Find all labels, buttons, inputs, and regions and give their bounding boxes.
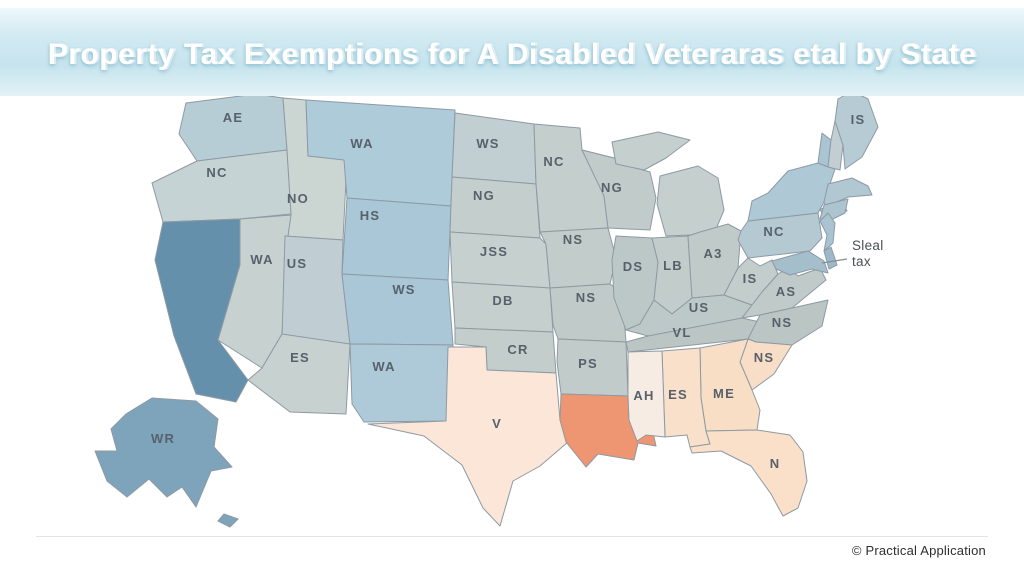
state-label-alaska: WR — [151, 431, 175, 446]
state-florida — [689, 429, 808, 517]
state-label-nevada: WA — [250, 252, 273, 267]
state-wyoming — [341, 197, 452, 281]
state-label-iowa: NS — [563, 232, 583, 247]
state-label-missouri: NS — [576, 290, 596, 305]
annotation-line-2: tax — [852, 254, 871, 269]
annotation-pointer-line — [821, 258, 848, 264]
state-label-florida: N — [770, 456, 781, 471]
state-label-arizona: ES — [290, 350, 310, 365]
state-label-minnesota: NC — [543, 154, 564, 169]
state-label-idaho: NO — [287, 191, 309, 206]
state-label-colorado: WS — [392, 282, 415, 297]
state-label-kansas: DB — [492, 293, 513, 308]
state-label-west-virginia: IS — [743, 271, 758, 286]
state-label-alabama: ES — [668, 387, 688, 402]
state-label-washington: AE — [223, 110, 243, 125]
page-title: Property Tax Exemptions for A Disabled V… — [47, 38, 977, 71]
state-utah — [281, 235, 351, 345]
state-label-wisconsin: NG — [601, 180, 623, 195]
state-label-north-dakota: WS — [476, 136, 499, 151]
state-maine — [834, 90, 879, 170]
state-label-tennessee: VL — [672, 325, 691, 340]
state-label-indiana: LB — [663, 258, 683, 273]
state-label-montana: WA — [350, 136, 373, 151]
footer-divider — [36, 536, 988, 537]
state-label-utah: US — [287, 256, 307, 271]
state-mississippi — [627, 350, 666, 442]
state-label-ohio: A3 — [703, 246, 722, 261]
state-oregon — [151, 149, 292, 223]
state-texas — [367, 346, 569, 527]
state-label-virginia: AS — [776, 284, 796, 299]
state-label-new-mexico: WA — [372, 359, 395, 374]
state-label-pennsylvania: NC — [763, 224, 784, 239]
tax-annotation: Sleal tax — [821, 238, 884, 269]
annotation-line-1: Sleal — [852, 238, 884, 253]
state-maryland — [771, 250, 829, 276]
state-alaska — [94, 397, 239, 528]
state-new-jersey — [819, 212, 836, 252]
state-label-mississippi: AH — [633, 388, 654, 403]
state-label-arkansas: PS — [578, 356, 598, 371]
state-label-oregon: NC — [206, 165, 227, 180]
state-michigan — [611, 131, 725, 237]
state-label-wyoming: HS — [360, 208, 380, 223]
state-label-maine: IS — [851, 112, 866, 127]
state-massachusetts — [823, 177, 873, 208]
state-nebraska — [449, 231, 551, 289]
state-label-south-dakota: NG — [473, 188, 495, 203]
state-label-illinois: DS — [623, 259, 643, 274]
state-label-texas: V — [492, 416, 502, 431]
state-label-south-carolina: NS — [754, 350, 774, 365]
footer-credit: © Practical Application — [851, 543, 986, 558]
title-banner: Property Tax Exemptions for A Disabled V… — [0, 8, 1024, 96]
state-washington — [178, 93, 288, 162]
state-label-georgia: ME — [713, 386, 735, 401]
states-layer: AE NC NO WA US ES WA HS WS WA WS NG JSS DB CR V NC NS NS PS… — [94, 90, 879, 528]
state-label-nebraska: JSS — [480, 244, 508, 259]
state-label-north-carolina: NS — [772, 315, 792, 330]
state-south-dakota — [449, 176, 541, 239]
state-label-kentucky: US — [689, 300, 709, 315]
state-delaware — [823, 246, 838, 270]
state-new-mexico — [349, 343, 454, 423]
state-new-hampshire — [827, 120, 844, 171]
state-label-oklahoma: CR — [507, 342, 528, 357]
